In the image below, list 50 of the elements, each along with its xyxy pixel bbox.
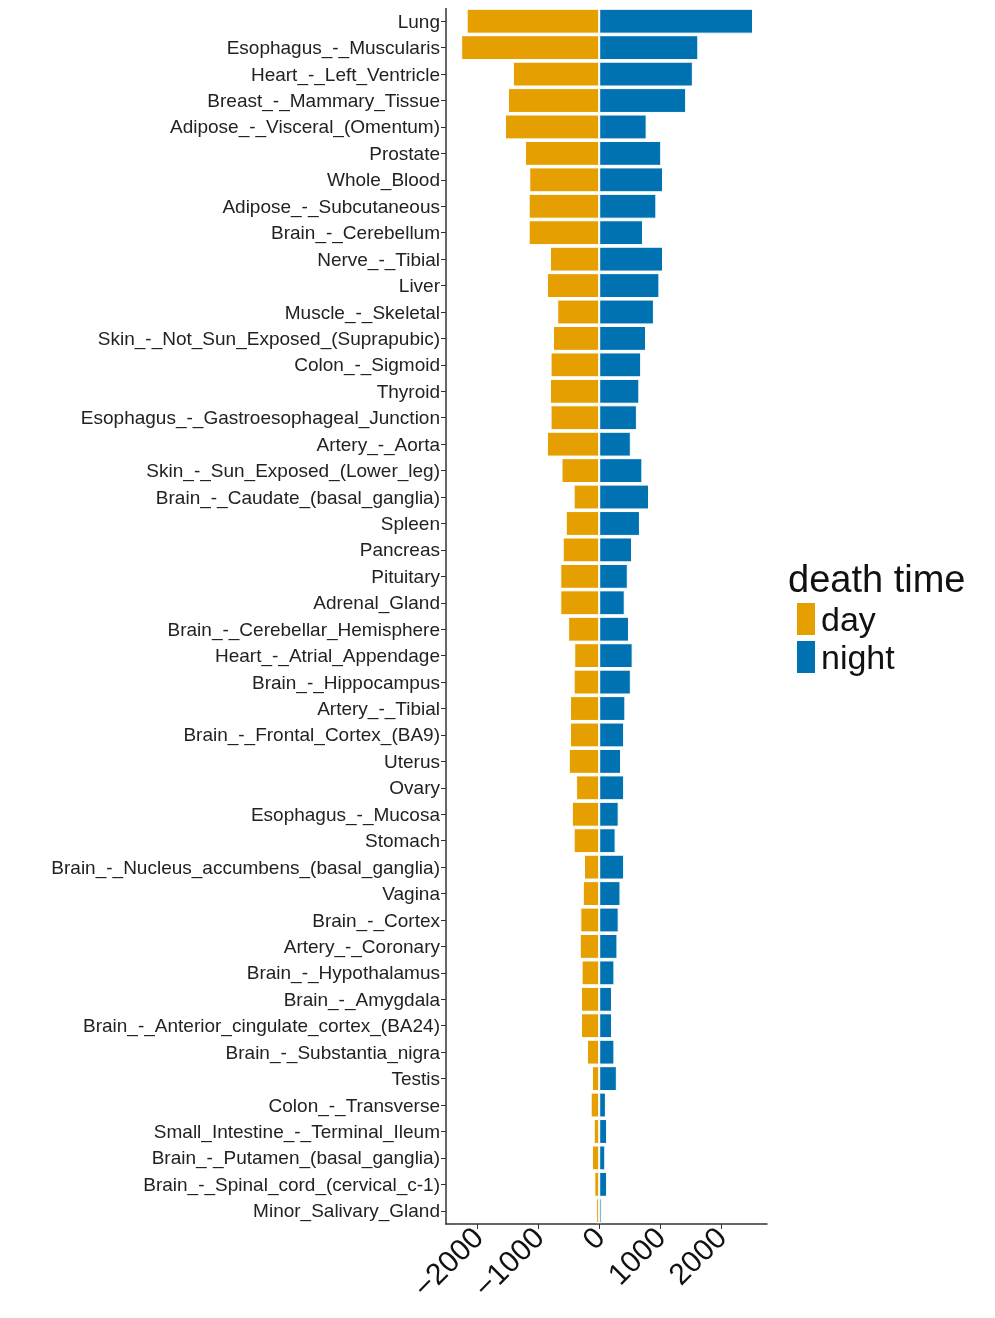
y-tick-label: Breast_-_Mammary_Tissue (207, 90, 440, 113)
y-tick-label: Artery_-_Aorta (316, 433, 441, 456)
y-tick-label: Ovary (389, 777, 441, 799)
y-tick-label: Brain_-_Hippocampus (252, 671, 440, 694)
y-tick-label: Adrenal_Gland (313, 592, 440, 615)
y-tick-label: Brain_-_Hypothalamus (246, 962, 440, 985)
y-tick-label: Heart_-_Left_Ventricle (250, 63, 440, 86)
y-tick-label: Pituitary (371, 565, 441, 587)
y-tick-label: Heart_-_Atrial_Appendage (215, 645, 440, 668)
legend-title: death time (788, 558, 966, 600)
y-tick-label: Nerve_-_Tibial (317, 248, 440, 271)
y-tick-label: Vagina (382, 883, 441, 905)
y-tick-label: Uterus (384, 750, 440, 772)
y-tick-label: Liver (398, 275, 441, 297)
y-tick-label: Adipose_-_Visceral_(Omentum) (170, 116, 440, 139)
y-tick-label: Brain_-_Cortex (312, 909, 441, 932)
y-tick-label: Colon_-_Sigmoid (294, 354, 440, 377)
y-tick-label: Esophagus_-_Gastroesophageal_Junction (80, 407, 440, 430)
y-tick-label: Brain_-_Amygdala (283, 988, 441, 1011)
y-tick-label: Brain_-_Spinal_cord_(cervical_c-1) (143, 1173, 440, 1196)
y-tick-label: Brain_-_Nucleus_accumbens_(basal_ganglia) (51, 856, 440, 879)
y-tick-label: Brain_-_Cerebellum (271, 222, 440, 245)
y-tick-label: Pancreas (359, 539, 440, 561)
y-tick-label: Colon_-_Transverse (268, 1094, 440, 1117)
y-tick-label: Minor_Salivary_Gland (253, 1200, 440, 1223)
y-tick-label: Brain_-_Frontal_Cortex_(BA9) (183, 724, 440, 747)
y-tick-label: Skin_-_Not_Sun_Exposed_(Suprapubic) (97, 327, 440, 350)
y-tick-label: Brain_-_Putamen_(basal_ganglia) (151, 1147, 440, 1170)
y-tick-label: Esophagus_-_Mucosa (250, 803, 441, 826)
legend-label: night (821, 638, 896, 676)
y-tick-label: Esophagus_-_Muscularis (226, 37, 440, 60)
y-tick-label: Spleen (380, 512, 440, 534)
y-tick-label: Brain_-_Anterior_cingulate_cortex_(BA24) (83, 1015, 440, 1038)
y-tick-label: Muscle_-_Skeletal (284, 301, 440, 324)
y-tick-label: Skin_-_Sun_Exposed_(Lower_leg) (146, 460, 440, 483)
y-tick-label: Brain_-_Caudate_(basal_ganglia) (155, 486, 440, 509)
y-tick-label: Prostate (369, 142, 440, 164)
y-tick-label: Adipose_-_Subcutaneous (222, 195, 440, 218)
y-tick-label: Lung (397, 10, 440, 32)
y-tick-label: Brain_-_Cerebellar_Hemisphere (167, 618, 440, 641)
y-tick-label: Testis (391, 1068, 440, 1090)
y-tick-label: Artery_-_Tibial (317, 698, 440, 721)
y-tick-label: Artery_-_Coronary (283, 935, 441, 958)
y-tick-label: Thyroid (376, 380, 440, 402)
legend-label: day (821, 600, 876, 638)
x-tick-label: 0 (575, 1220, 611, 1256)
y-tick-label: Brain_-_Substantia_nigra (225, 1041, 441, 1064)
y-tick-label: Small_Intestine_-_Terminal_Ileum (153, 1120, 440, 1143)
y-tick-label: Whole_Blood (326, 169, 440, 192)
y-tick-label: Stomach (365, 830, 440, 852)
